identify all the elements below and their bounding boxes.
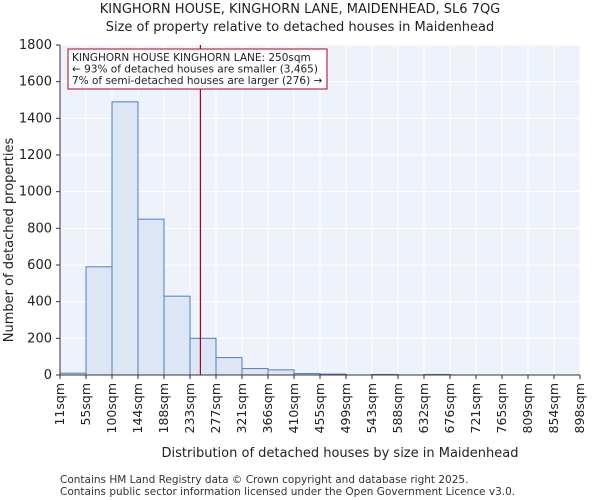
x-tick-label: 588sqm bbox=[390, 383, 405, 433]
annotation-line: ← 93% of detached houses are smaller (3,… bbox=[72, 64, 318, 76]
x-tick-label: 321sqm bbox=[234, 383, 249, 433]
x-tick-label: 100sqm bbox=[104, 383, 119, 433]
y-tick-label: 1600 bbox=[19, 75, 52, 90]
y-tick-label: 600 bbox=[27, 258, 52, 273]
bar bbox=[267, 369, 295, 376]
y-tick-label: 200 bbox=[27, 331, 52, 346]
annotation-line: KINGHORN HOUSE KINGHORN LANE: 250sqm bbox=[72, 52, 311, 64]
x-tick-label: 11sqm bbox=[52, 383, 67, 426]
x-tick-label: 854sqm bbox=[546, 383, 561, 433]
annotation-line: 7% of semi-detached houses are larger (2… bbox=[72, 75, 323, 87]
x-tick-label: 188sqm bbox=[156, 383, 171, 433]
bar bbox=[111, 101, 139, 376]
annotation-box bbox=[67, 48, 328, 90]
bar bbox=[215, 357, 243, 376]
x-tick-label: 455sqm bbox=[312, 383, 327, 433]
bar bbox=[241, 368, 269, 376]
x-tick-label: 366sqm bbox=[260, 383, 275, 433]
x-tick-label: 144sqm bbox=[130, 383, 145, 433]
chart-title: KINGHORN HOUSE, KINGHORN LANE, MAIDENHEA… bbox=[99, 2, 501, 17]
y-axis-title: Number of detached properties bbox=[2, 138, 17, 343]
bar bbox=[189, 337, 217, 376]
x-tick-label: 233sqm bbox=[182, 383, 197, 433]
bar bbox=[137, 218, 165, 376]
y-tick-label: 1200 bbox=[19, 148, 52, 163]
y-tick-label: 1000 bbox=[19, 185, 52, 200]
x-tick-label: 765sqm bbox=[494, 383, 509, 433]
y-tick-label: 1800 bbox=[19, 38, 52, 53]
x-tick-label: 410sqm bbox=[286, 383, 301, 433]
y-tick-label: 800 bbox=[27, 221, 52, 236]
x-tick-label: 543sqm bbox=[364, 383, 379, 433]
x-tick-label: 721sqm bbox=[468, 383, 483, 433]
x-tick-label: 632sqm bbox=[416, 383, 431, 433]
y-tick-label: 400 bbox=[27, 295, 52, 310]
x-tick-label: 809sqm bbox=[520, 383, 535, 433]
bar bbox=[85, 266, 113, 376]
x-tick-label: 55sqm bbox=[78, 383, 93, 426]
bar bbox=[163, 295, 191, 376]
footer-line-1: Contains HM Land Registry data © Crown c… bbox=[60, 474, 469, 486]
x-tick-label: 499sqm bbox=[338, 383, 353, 433]
chart-subtitle: Size of property relative to detached ho… bbox=[105, 20, 495, 35]
y-tick-label: 1400 bbox=[19, 111, 52, 126]
x-axis-title: Distribution of detached houses by size … bbox=[162, 446, 519, 461]
x-tick-label: 676sqm bbox=[442, 383, 457, 433]
x-tick-label: 277sqm bbox=[208, 383, 223, 433]
footer-line-2: Contains public sector information licen… bbox=[60, 486, 516, 498]
x-tick-label: 898sqm bbox=[572, 383, 587, 433]
y-tick-label: 0 bbox=[44, 368, 52, 383]
